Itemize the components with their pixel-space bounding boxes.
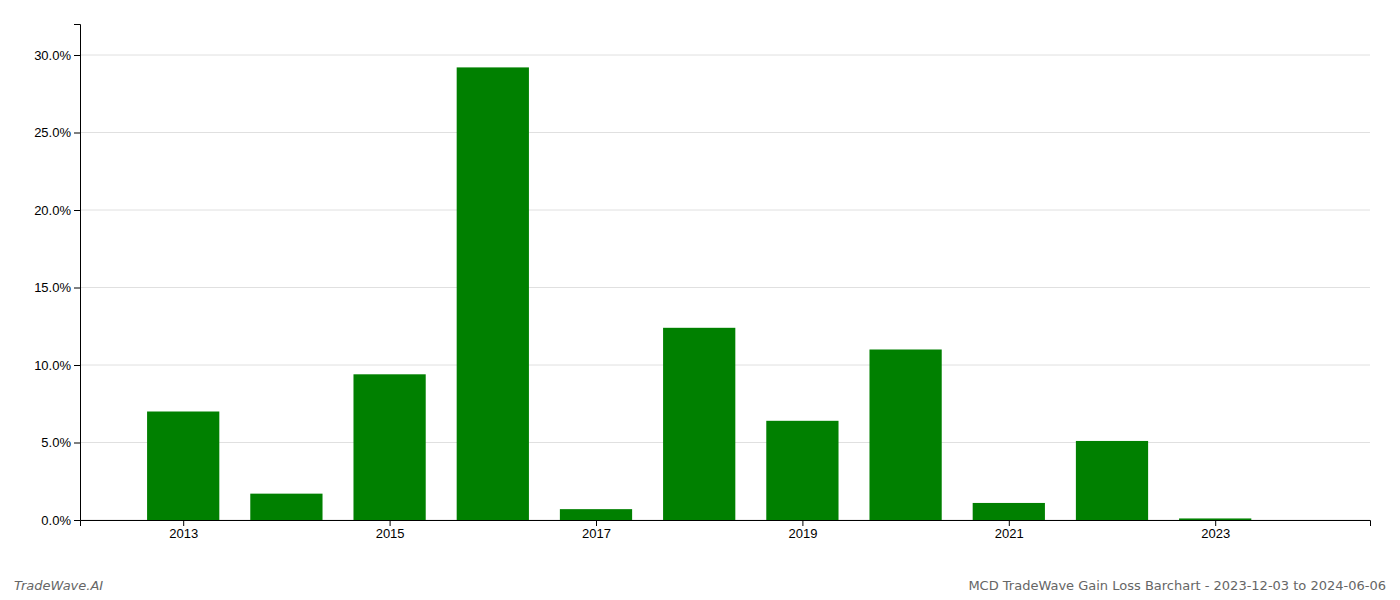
- y-tick-label: 20.0%: [34, 203, 71, 218]
- x-tick: 2013: [169, 520, 198, 541]
- y-tick-label: 5.0%: [41, 435, 71, 450]
- plot: 2013 2015 2017 2019 2021 2023 0.0% 5.0% 10.0% 15.…: [34, 25, 1370, 542]
- grid: [80, 55, 1370, 520]
- annotation: MCD TradeWave Gain Loss Barchart - 2023-…: [968, 578, 1386, 593]
- grid-line: [80, 132, 1370, 133]
- y-tick: 10.0%: [34, 358, 80, 373]
- bar: [1076, 441, 1148, 520]
- x-axis: 2013 2015 2017 2019 2021 2023: [81, 520, 1371, 541]
- bar: [147, 412, 219, 521]
- bar: [250, 494, 322, 520]
- x-tick-mark: [390, 520, 391, 526]
- annotation: TradeWave.AI: [14, 578, 103, 593]
- x-tick: 2023: [1201, 520, 1230, 541]
- x-tick-label: 2015: [376, 526, 405, 541]
- y-tick: 30.0%: [34, 48, 80, 63]
- y-tick: 20.0%: [34, 203, 80, 218]
- y-tick-label: 25.0%: [34, 125, 71, 140]
- grid-line: [80, 210, 1370, 211]
- y-tick: 15.0%: [34, 280, 80, 295]
- y-tick-mark: [74, 443, 80, 444]
- x-tick-label: 2023: [1201, 526, 1230, 541]
- y-tick-mark: [74, 133, 80, 134]
- bar: [353, 374, 425, 520]
- y-tick: 25.0%: [34, 125, 80, 140]
- bar: [663, 328, 735, 520]
- y-tick: 5.0%: [41, 435, 80, 450]
- footer: TradeWave.AI MCD TradeWave Gain Loss Barc…: [14, 578, 1386, 593]
- bars: [147, 67, 1251, 520]
- bar: [560, 509, 632, 520]
- y-tick: 0.0%: [41, 513, 80, 528]
- y-tick-mark: [74, 210, 80, 211]
- y-tick-mark: [74, 365, 80, 366]
- x-tick: 2017: [582, 520, 611, 541]
- bar: [973, 503, 1045, 520]
- y-tick-mark: [74, 288, 80, 289]
- grid-line: [80, 287, 1370, 288]
- y-tick-label: 10.0%: [34, 358, 71, 373]
- x-tick-mark: [596, 520, 597, 526]
- x-tick-mark: [802, 520, 803, 526]
- x-axis-line: [81, 521, 1371, 527]
- x-tick: 2021: [995, 520, 1024, 541]
- x-tick-label: 2021: [995, 526, 1024, 541]
- grid-line: [80, 55, 1370, 56]
- bar: [1179, 518, 1251, 520]
- bar: [869, 350, 941, 521]
- y-axis: 0.0% 5.0% 10.0% 15.0% 20.0% 25.0% 30.0%: [34, 25, 80, 528]
- y-tick-mark: [74, 520, 80, 521]
- y-axis-line: [74, 25, 81, 521]
- y-tick-label: 30.0%: [34, 48, 71, 63]
- x-tick-mark: [1009, 520, 1010, 526]
- y-tick-label: 0.0%: [41, 513, 71, 528]
- x-tick-label: 2017: [582, 526, 611, 541]
- x-tick-label: 2013: [169, 526, 198, 541]
- bar: [457, 67, 529, 520]
- y-tick-label: 15.0%: [34, 280, 71, 295]
- x-tick-mark: [183, 520, 184, 526]
- chart: 2013 2015 2017 2019 2021 2023 0.0% 5.0% 10.0% 15.…: [0, 0, 1400, 600]
- bar: [766, 421, 838, 520]
- x-tick: 2019: [788, 520, 817, 541]
- x-tick: 2015: [376, 520, 405, 541]
- x-tick-label: 2019: [788, 526, 817, 541]
- x-tick-mark: [1215, 520, 1216, 526]
- y-tick-mark: [74, 55, 80, 56]
